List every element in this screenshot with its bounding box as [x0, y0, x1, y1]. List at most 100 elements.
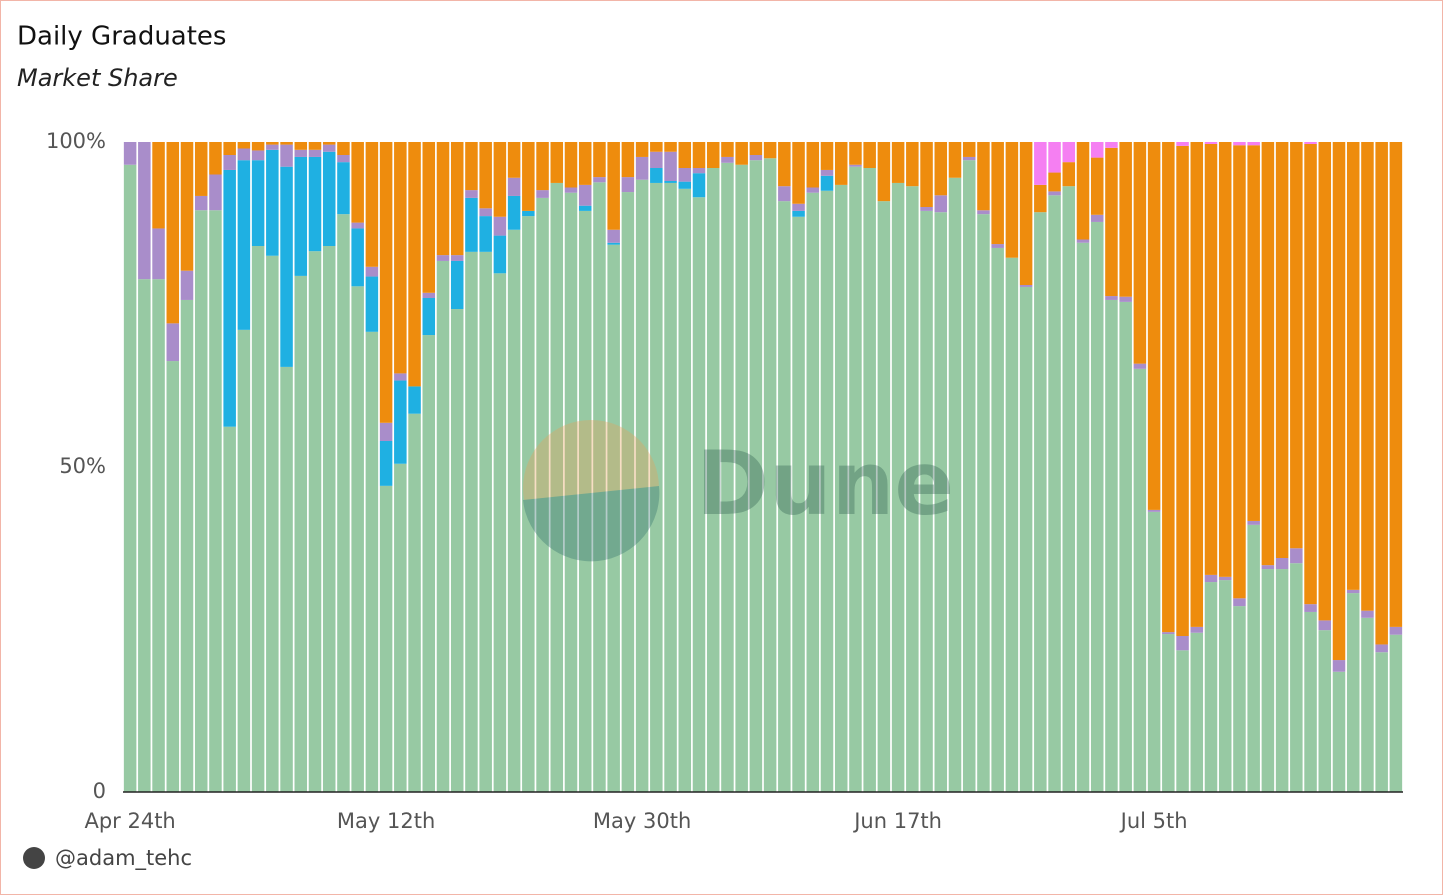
bar-segment [1290, 548, 1303, 564]
bar-segment [664, 151, 677, 181]
bar-segment [422, 335, 436, 792]
bar-segment [877, 201, 891, 792]
x-tick-label: May 30th [593, 809, 691, 833]
chart-title: Daily Graduates [17, 22, 226, 52]
bar-segment [820, 142, 834, 170]
bar-segment [123, 142, 137, 165]
bar-segment [650, 182, 663, 792]
bar-segment [721, 142, 734, 157]
bar-segment [493, 142, 507, 217]
bar-segment [1304, 611, 1317, 792]
bar-segment [621, 142, 635, 178]
bar-segment [1034, 142, 1047, 185]
bar-segment [834, 184, 848, 792]
bar-segment [920, 142, 933, 207]
bar-segment [251, 160, 265, 246]
bar-segment [578, 142, 592, 185]
bar-segment [436, 142, 450, 256]
bar-segment [593, 182, 606, 793]
bar-segment [1204, 143, 1218, 575]
bar-segment [550, 142, 564, 183]
bar-segment [450, 255, 464, 261]
bar-segment [1318, 620, 1332, 631]
bar-segment [635, 156, 649, 180]
bar-segment [934, 142, 948, 196]
bar-segment [507, 195, 521, 230]
bar-segment [251, 246, 265, 792]
bar-segment [1005, 142, 1019, 258]
bar-segment [593, 177, 606, 183]
bar-segment [792, 210, 805, 217]
bar-segment [1076, 142, 1090, 240]
bar-segment [379, 422, 393, 441]
bar-segment [1304, 142, 1317, 144]
bar-segment [450, 260, 464, 310]
bar-segment [792, 216, 805, 792]
bar-segment [1048, 172, 1061, 192]
bar-segment [1304, 143, 1317, 605]
bar-segment [465, 190, 478, 198]
bar-segment [678, 181, 692, 189]
bar-segment [536, 142, 549, 191]
bar-segment [1318, 630, 1332, 792]
bar-segment [1218, 142, 1232, 577]
bar-segment [991, 247, 1004, 792]
bar-segment [1119, 301, 1132, 792]
bar-segment [237, 148, 251, 161]
watermark: Dune [523, 420, 954, 562]
bar-segment [934, 195, 948, 213]
bar-segment [1119, 296, 1132, 302]
bar-segment [1076, 239, 1090, 243]
watermark-logo [523, 420, 659, 556]
bar-segment [1261, 142, 1275, 566]
bar-segment [650, 168, 663, 183]
bar-segment [280, 366, 293, 792]
bar-segment [1176, 650, 1189, 792]
bar-segment [1361, 617, 1374, 792]
bar-segment [479, 142, 492, 209]
bar-segment [536, 190, 549, 198]
bar-segment [1062, 142, 1076, 163]
bar-segment [308, 251, 322, 792]
bar-segment [322, 246, 336, 792]
bar-segment [778, 201, 791, 792]
bar-segment [578, 184, 592, 206]
bar-segment [152, 228, 165, 280]
y-tick-label: 50% [59, 454, 106, 478]
bar-segment [1190, 632, 1204, 792]
bar-segment [1062, 186, 1076, 792]
bar-segment [337, 214, 350, 792]
bar-segment [820, 175, 834, 191]
bar-segment [621, 192, 635, 793]
bar-segment [806, 187, 820, 193]
bar-segment [280, 144, 293, 167]
author-avatar [23, 847, 45, 869]
bar-segment [1375, 644, 1388, 653]
bar-segment [365, 266, 379, 277]
bar-segment [394, 463, 407, 792]
bar-segment [962, 160, 976, 792]
bar-segment [721, 162, 734, 793]
bar-segment [522, 210, 535, 217]
bar-segment [607, 229, 620, 243]
bar-segment [877, 142, 891, 202]
bar-segment [1218, 580, 1232, 792]
bar-segment [493, 235, 507, 274]
bar-segment [450, 309, 464, 792]
bar-segment [1332, 671, 1346, 792]
bar-segment [294, 275, 308, 792]
bar-segment [1318, 142, 1332, 621]
bar-segment [194, 142, 208, 196]
bar-segment [863, 168, 876, 792]
bar-segment [564, 142, 578, 188]
bar-segment [1147, 142, 1161, 510]
bar-segment [891, 182, 905, 792]
bar-segment [180, 270, 194, 300]
bar-segment [479, 208, 492, 217]
bar-segment [322, 144, 336, 152]
bar-segment [266, 255, 279, 792]
bar-segment [1162, 632, 1175, 635]
bar-segment [1105, 296, 1118, 300]
